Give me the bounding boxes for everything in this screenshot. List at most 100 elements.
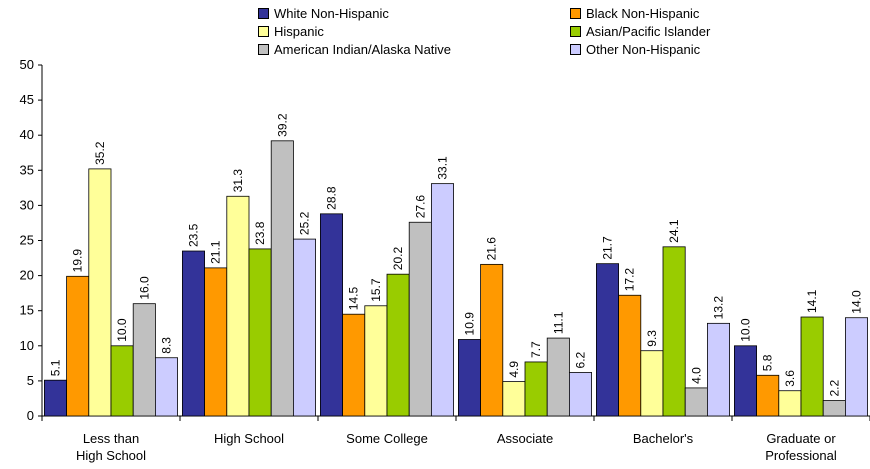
- y-tick-label: 25: [20, 233, 34, 248]
- y-tick-label: 0: [27, 408, 34, 423]
- bar: [734, 345, 758, 417]
- bar: [822, 400, 846, 417]
- bar: [640, 350, 664, 417]
- x-tick-label: Less than High School: [76, 431, 146, 463]
- y-tick-label: 15: [20, 303, 34, 318]
- bar: [132, 303, 156, 417]
- data-label: 6.2: [574, 351, 588, 368]
- x-tick-label: Bachelor's: [633, 431, 694, 446]
- data-label: 4.0: [689, 367, 703, 384]
- data-label: 21.1: [209, 240, 223, 264]
- data-label: 16.0: [137, 276, 151, 300]
- legend-item-asian-pacific-islander: Asian/Pacific Islander: [570, 24, 710, 39]
- data-label: 27.6: [413, 195, 427, 219]
- bar: [248, 248, 272, 417]
- bar: [226, 195, 250, 417]
- legend-label: Other Non-Hispanic: [586, 42, 701, 57]
- data-label: 31.3: [231, 169, 245, 193]
- data-label: 17.2: [623, 268, 637, 292]
- bar: [756, 374, 780, 417]
- y-tick-label: 45: [20, 92, 34, 107]
- bar: [524, 361, 548, 417]
- legend-item-hispanic: Hispanic: [258, 24, 324, 39]
- data-label: 28.8: [325, 186, 339, 210]
- bar: [181, 250, 205, 417]
- bar: [88, 168, 112, 417]
- legend-label: Asian/Pacific Islander: [586, 24, 711, 39]
- y-tick-label: 30: [20, 197, 34, 212]
- data-label: 39.2: [275, 113, 289, 137]
- bar: [44, 379, 68, 417]
- bar: [430, 183, 454, 417]
- bar: [270, 140, 294, 417]
- data-label: 11.1: [551, 311, 565, 334]
- data-label: 20.2: [391, 247, 405, 271]
- data-label: 10.0: [115, 318, 129, 342]
- data-label: 2.2: [827, 380, 841, 397]
- data-label: 13.2: [712, 296, 726, 320]
- bar: [66, 275, 90, 417]
- bar: [778, 390, 802, 417]
- legend-item-other-non-hispanic: Other Non-Hispanic: [570, 42, 700, 57]
- x-tick-label: High School: [214, 431, 284, 446]
- data-label: 21.7: [601, 236, 615, 260]
- bar: [546, 337, 570, 417]
- bar: [364, 305, 388, 417]
- data-label: 10.0: [739, 318, 753, 342]
- legend-label: White Non-Hispanic: [274, 6, 389, 21]
- bar: [457, 339, 481, 417]
- data-label: 24.1: [667, 219, 681, 243]
- data-label: 23.5: [187, 223, 201, 247]
- bar: [110, 345, 134, 417]
- data-label: 33.1: [436, 156, 450, 180]
- data-label: 35.2: [93, 141, 107, 165]
- bar: [292, 238, 316, 417]
- x-tick-label: Associate: [497, 431, 553, 446]
- data-label: 19.9: [71, 249, 85, 273]
- bar: [319, 213, 343, 417]
- bar: [480, 263, 504, 417]
- legend-item-american-indian-alaska-native: American Indian/Alaska Native: [258, 42, 451, 57]
- data-label: 5.1: [49, 359, 63, 376]
- data-label: 3.6: [783, 370, 797, 387]
- bar: [386, 273, 410, 417]
- data-label: 14.1: [805, 289, 819, 313]
- legend-swatch: [570, 26, 581, 37]
- bar: [204, 267, 228, 417]
- x-tick-label: Graduate or Professional: [765, 431, 837, 463]
- legend-swatch: [258, 44, 269, 55]
- bar: [684, 387, 708, 417]
- data-label: 10.9: [463, 312, 477, 336]
- bar: [342, 313, 366, 417]
- bar: [154, 357, 178, 417]
- bar: [618, 294, 642, 417]
- data-label: 21.6: [485, 237, 499, 261]
- bar: [800, 316, 824, 417]
- data-label: 7.7: [529, 341, 543, 358]
- legend-swatch: [570, 8, 581, 19]
- data-label: 15.7: [369, 278, 383, 302]
- legend-item-white-non-hispanic: White Non-Hispanic: [258, 6, 389, 21]
- bar: [502, 381, 526, 417]
- legend-label: Black Non-Hispanic: [586, 6, 700, 21]
- data-label: 14.0: [850, 290, 864, 314]
- legend-swatch: [258, 8, 269, 19]
- data-label: 14.5: [347, 287, 361, 311]
- data-label: 4.9: [507, 361, 521, 378]
- legend-swatch: [258, 26, 269, 37]
- data-label: 9.3: [645, 330, 659, 347]
- legend-label: Hispanic: [274, 24, 324, 39]
- bar: [596, 263, 620, 417]
- bar: [662, 246, 686, 417]
- y-tick-label: 10: [20, 338, 34, 353]
- data-label: 5.8: [761, 354, 775, 371]
- x-tick-label: Some College: [346, 431, 428, 446]
- bar: [569, 372, 593, 417]
- legend-item-black-non-hispanic: Black Non-Hispanic: [570, 6, 699, 21]
- y-tick-label: 35: [20, 162, 34, 177]
- legend-swatch: [570, 44, 581, 55]
- data-label: 25.2: [298, 211, 312, 235]
- bar: [707, 322, 731, 417]
- y-tick-label: 40: [20, 127, 34, 142]
